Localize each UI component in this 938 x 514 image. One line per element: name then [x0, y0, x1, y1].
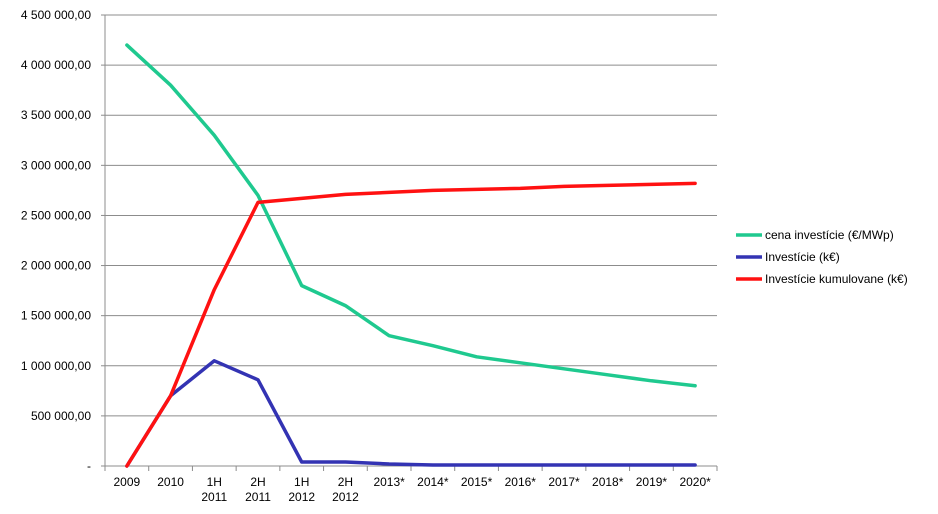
x-tick-label: 2017* — [548, 475, 580, 489]
y-tick-label: 2 000 000,00 — [21, 259, 91, 273]
y-tick-label: 4 000 000,00 — [21, 58, 91, 72]
x-tick-label: 2H 2012 — [332, 475, 359, 504]
x-tick-label: 2010 — [157, 475, 184, 489]
y-tick-label: 3 000 000,00 — [21, 158, 91, 172]
x-tick-label: 2H 2011 — [245, 475, 271, 504]
y-tick-label: 3 500 000,00 — [21, 108, 91, 122]
x-tick-label: 2020* — [679, 475, 711, 489]
x-tick-label: 2013* — [373, 475, 405, 489]
series-lines — [125, 43, 697, 468]
y-tick-label: 1 000 000,00 — [21, 359, 91, 373]
y-tick-label: 500 000,00 — [31, 409, 91, 423]
x-tick-label: 1H 2012 — [288, 475, 315, 504]
x-tick-label: 2018* — [592, 475, 624, 489]
axes — [101, 14, 718, 471]
y-tick-label: 1 500 000,00 — [21, 309, 91, 323]
series-line-2 — [125, 359, 697, 468]
series-line-3 — [125, 181, 697, 468]
x-tick-label: 2015* — [461, 475, 493, 489]
legend: cena investície (€/MWp) Investície (k€) In… — [736, 228, 908, 286]
y-axis-tick-labels: - 500 000,00 1 000 000,00 1 500 000,00 2 000… — [21, 8, 91, 473]
y-tick-label: 2 500 000,00 — [21, 208, 91, 222]
x-tick-label: 2009 — [114, 475, 141, 489]
gridlines — [105, 14, 717, 417]
y-tick-label: - — [87, 459, 91, 473]
x-axis-tick-labels: 2009 2010 1H 2011 2H 2011 1H 2012 2H 2012 2013* 201… — [114, 475, 712, 504]
legend-label: Investície (k€) — [765, 250, 840, 264]
x-tick-label: 2019* — [636, 475, 668, 489]
x-tick-label: 2016* — [505, 475, 537, 489]
series-line-1 — [125, 43, 697, 388]
legend-label: cena investície (€/MWp) — [765, 228, 894, 242]
legend-label: Investície kumulovane (k€) — [765, 272, 908, 286]
x-tick-label: 1H 2011 — [201, 475, 227, 504]
x-tick-label: 2014* — [417, 475, 449, 489]
y-tick-label: 4 500 000,00 — [21, 8, 91, 22]
